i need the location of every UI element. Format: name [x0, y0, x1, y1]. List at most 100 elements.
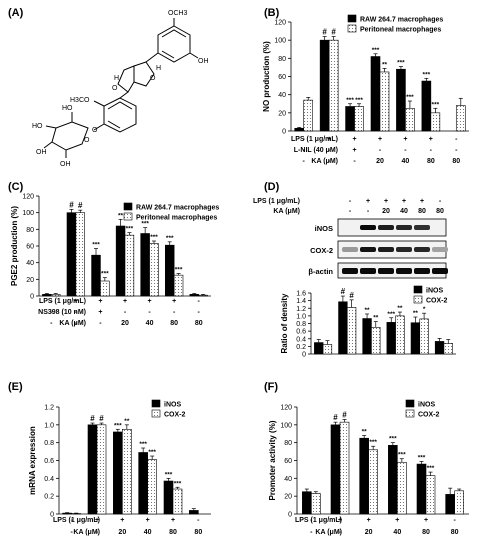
blot-band — [378, 247, 394, 252]
legend-swatch — [123, 202, 133, 211]
condition-cell: - — [339, 529, 342, 536]
condition-cell: 20 — [121, 320, 129, 327]
bar — [96, 424, 107, 515]
significance-mark: *** — [114, 422, 122, 429]
significance-mark: # — [333, 413, 338, 422]
panel-label-a: (A) — [8, 7, 24, 19]
blot-lps-row: - + + + + - — [349, 198, 442, 205]
bar — [370, 56, 381, 132]
core-bond-2 — [119, 91, 129, 99]
y-tick-label: 0 — [302, 352, 306, 359]
legend-label: COX-2 — [418, 412, 440, 419]
bar — [122, 428, 132, 515]
condition-cell: + — [123, 298, 127, 305]
blot-band — [432, 247, 448, 252]
bar — [294, 127, 305, 132]
condition-cell: 20 — [118, 529, 126, 536]
bar — [100, 280, 110, 297]
bar — [354, 106, 364, 132]
condition-cell: 80 — [422, 529, 430, 536]
significance-mark: ** — [362, 429, 368, 436]
y-tick-label: 1.0 — [296, 313, 306, 320]
condition-label: LPS (1 μg/mL) — [53, 517, 100, 524]
bar — [91, 254, 101, 297]
significance-mark: *** — [372, 47, 380, 54]
legend-label: Peritoneal macrophages — [136, 215, 217, 222]
blot-ka-cell: 80 — [418, 208, 426, 215]
y-tick-label: 0 — [50, 512, 54, 519]
legend-swatch — [123, 212, 133, 221]
label-oh-top: OH — [198, 58, 209, 65]
blot-lps-cell: + — [384, 198, 388, 205]
bar — [371, 327, 381, 355]
condition-cell: + — [74, 298, 78, 305]
significance-mark: ** — [413, 310, 419, 317]
blot-ka-header: KA (μM) — [273, 208, 300, 215]
significance-mark: *** — [389, 436, 397, 443]
bar — [66, 212, 77, 297]
significance-mark: *** — [387, 311, 395, 318]
significance-mark: *** — [126, 226, 134, 233]
significance-mark: *** — [150, 234, 158, 241]
legend-label: COX-2 — [426, 298, 448, 305]
condition-cell: - — [70, 529, 73, 536]
aromatic-ring-lower — [103, 97, 137, 133]
y-tick-label: 0.4 — [296, 336, 306, 343]
condition-cell: 20 — [365, 529, 373, 536]
blot-ka-row: - - 20 40 80 80 — [349, 208, 444, 215]
bar — [319, 39, 330, 132]
significance-mark: *** — [406, 94, 414, 101]
y-tick-label: 100 — [280, 422, 292, 429]
condition-cell: + — [395, 517, 399, 524]
condition-cell: 40 — [402, 158, 410, 165]
condition-cell: + — [367, 517, 371, 524]
bar — [368, 449, 378, 515]
methoxy-bond-lower — [93, 100, 105, 107]
significance-mark: ** — [382, 61, 388, 68]
condition-cell: - — [453, 517, 456, 524]
legend-label: RAW 264.7 macrophages — [360, 17, 443, 24]
y-tick-label: 20 — [26, 277, 34, 284]
legend-swatch — [347, 24, 357, 33]
glucose-oh-bond-1 — [45, 125, 57, 129]
condition-cell: + — [403, 136, 407, 143]
condition-cell: - — [173, 309, 176, 316]
bar — [430, 112, 441, 132]
condition-label: LPS (1 μg/mL) — [291, 136, 338, 143]
y-tick-label: 0.6 — [296, 329, 306, 336]
bar — [362, 318, 372, 355]
ring-lower-inner-bond — [107, 101, 133, 110]
y-tick-label: 1.2 — [296, 306, 306, 313]
significance-mark: *** — [398, 452, 406, 459]
y-tick-label: 120 — [22, 194, 34, 201]
condition-label: LPS (1 μg/mL) — [295, 517, 342, 524]
condition-cell: 80 — [452, 158, 460, 165]
blot-ka-cell: - — [349, 208, 352, 215]
significance-mark: # — [349, 291, 354, 300]
significance-mark: # — [342, 410, 347, 419]
blot-band — [378, 225, 394, 230]
blot-band — [414, 247, 430, 252]
significance-mark: # — [90, 414, 95, 423]
blot-ka-cell: - — [367, 208, 370, 215]
bar — [346, 307, 357, 355]
condition-cell: - — [124, 309, 127, 316]
blot-band — [360, 247, 376, 252]
bar — [62, 512, 72, 515]
bar — [396, 68, 406, 132]
condition-cell: 40 — [146, 320, 154, 327]
y-tick-label: 0.4 — [44, 476, 54, 483]
significance-mark: *** — [141, 221, 149, 228]
condition-cell: - — [303, 147, 306, 154]
blot-label-bactin: β-actin — [308, 267, 333, 276]
blot-lps-cell: + — [420, 198, 424, 205]
y-tick-label: 120 — [280, 405, 292, 412]
blot-lps-cell: + — [366, 198, 370, 205]
bar — [454, 490, 464, 515]
condition-cell: - — [96, 529, 99, 536]
bar — [173, 274, 184, 297]
condition-cell: 40 — [393, 529, 401, 536]
